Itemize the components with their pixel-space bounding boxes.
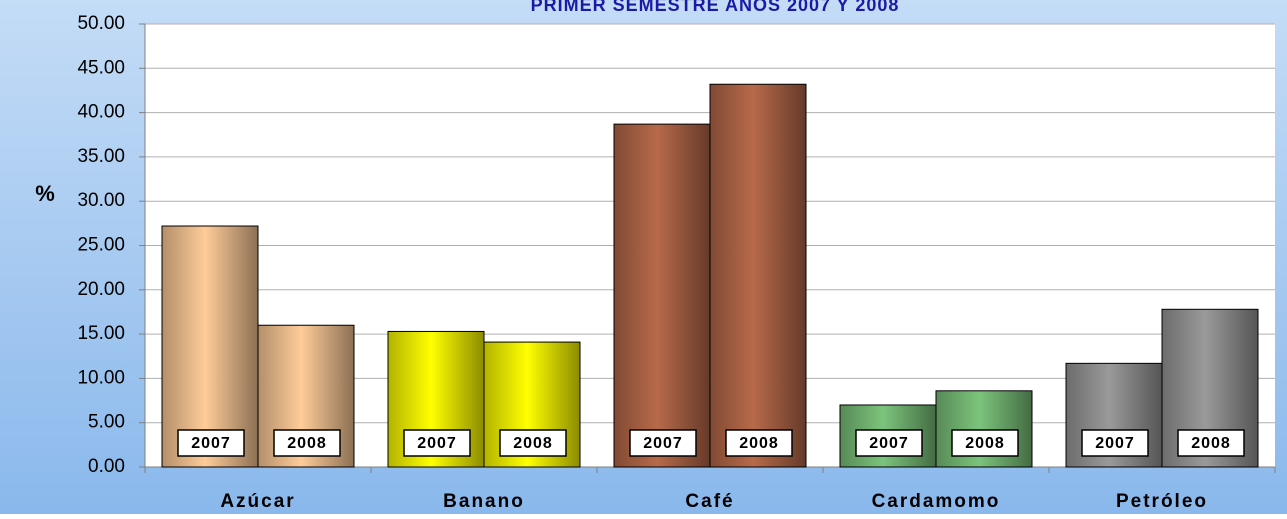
y-tick-label: 10.00 bbox=[77, 367, 125, 388]
y-tick-label: 30.00 bbox=[77, 190, 125, 211]
x-tick-label: Azúcar bbox=[220, 491, 295, 512]
bar-label-box bbox=[855, 429, 923, 457]
y-tick-label: 50.00 bbox=[77, 13, 125, 34]
bar-label: 2007 bbox=[191, 435, 231, 452]
y-tick-label: 25.00 bbox=[77, 235, 125, 256]
bar-label-box bbox=[403, 429, 471, 457]
bar-label: 2007 bbox=[1095, 435, 1135, 452]
bar-label: 2007 bbox=[869, 435, 909, 452]
bar-label: 2008 bbox=[965, 435, 1005, 452]
bar-label: 2007 bbox=[643, 435, 683, 452]
y-tick-label: 5.00 bbox=[88, 412, 125, 433]
bar bbox=[613, 123, 711, 468]
chart-title: PRIMER SEMESTRE AÑOS 2007 Y 2008 bbox=[531, 0, 900, 15]
bar-label-box bbox=[629, 429, 697, 457]
bar-label-box bbox=[177, 429, 245, 457]
bar-label: 2008 bbox=[513, 435, 553, 452]
bar-label-box bbox=[1177, 429, 1245, 457]
y-tick-label: 35.00 bbox=[77, 146, 125, 167]
bar-label-box bbox=[273, 429, 341, 457]
y-tick-label: 0.00 bbox=[88, 456, 125, 477]
x-tick-label: Banano bbox=[443, 491, 525, 512]
bar bbox=[709, 83, 807, 468]
bar-label-box bbox=[725, 429, 793, 457]
bar-label: 2007 bbox=[417, 435, 457, 452]
y-tick-label: 40.00 bbox=[77, 102, 125, 123]
x-tick-label: Cardamomo bbox=[872, 491, 1001, 512]
x-tick-label: Petróleo bbox=[1116, 491, 1208, 512]
bar bbox=[161, 225, 259, 468]
bar-label-box bbox=[1081, 429, 1149, 457]
y-tick-label: 20.00 bbox=[77, 279, 125, 300]
y-axis-label: % bbox=[35, 181, 55, 206]
y-tick-label: 15.00 bbox=[77, 323, 125, 344]
bar-label-box bbox=[499, 429, 567, 457]
bar-label-box bbox=[951, 429, 1019, 457]
x-tick-label: Café bbox=[685, 491, 734, 512]
bar-label: 2008 bbox=[1191, 435, 1231, 452]
bar-label: 2008 bbox=[287, 435, 327, 452]
y-tick-label: 45.00 bbox=[77, 57, 125, 78]
bar-label: 2008 bbox=[739, 435, 779, 452]
